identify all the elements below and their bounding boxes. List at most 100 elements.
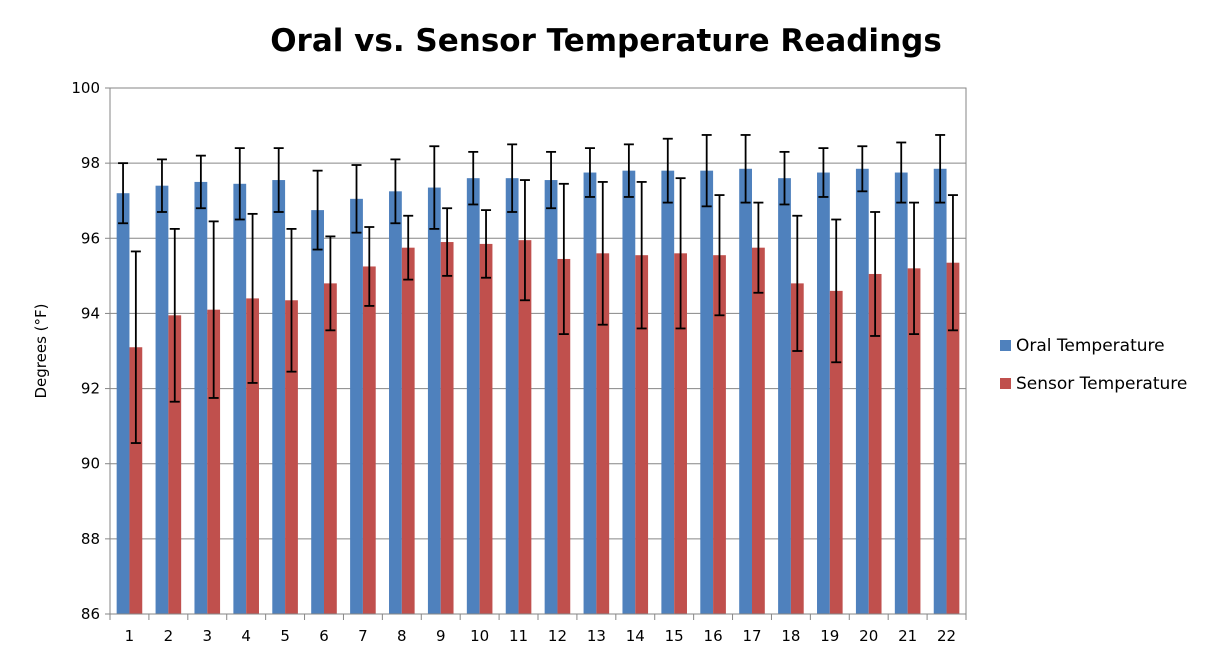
error-bar xyxy=(390,158,401,225)
sensor-temperature-bar xyxy=(207,309,221,614)
sensor-temperature-bar xyxy=(246,298,259,614)
oral-temperature-bar xyxy=(233,183,247,615)
sensor-temperature-bar xyxy=(790,283,804,614)
x-tick-label: 3 xyxy=(202,627,212,645)
error-bar xyxy=(325,235,336,332)
error-bar xyxy=(403,214,414,281)
x-tick-label: 9 xyxy=(436,627,446,645)
x-tick-label: 6 xyxy=(319,627,329,645)
sensor-temperature-bar xyxy=(713,255,726,614)
oral-temperature-bar xyxy=(466,178,480,614)
error-bar xyxy=(169,227,180,403)
x-tick-label: 1 xyxy=(125,627,135,645)
error-bar xyxy=(714,194,725,317)
error-bar xyxy=(753,201,764,294)
error-bar xyxy=(831,218,842,364)
oral-temperature-bar xyxy=(622,170,636,614)
oral-temperature-bar xyxy=(583,172,597,615)
error-bar xyxy=(273,147,284,213)
legend-label: Sensor Temperature xyxy=(1016,374,1187,394)
y-tick-label: 96 xyxy=(81,229,100,247)
error-bar xyxy=(156,158,167,213)
oral-temperature-bar xyxy=(116,193,130,614)
error-bar xyxy=(312,169,323,251)
sensor-temperature-bar xyxy=(946,262,960,614)
oral-temperature-bar xyxy=(544,180,558,615)
error-bar xyxy=(870,211,881,337)
bars xyxy=(116,168,960,615)
error-bar xyxy=(636,181,647,330)
sensor-temperature-bar xyxy=(168,315,182,614)
error-bar xyxy=(195,154,206,210)
error-bars xyxy=(118,134,958,444)
error-bar xyxy=(623,143,634,198)
sensor-temperature-bar xyxy=(674,253,687,615)
sensor-temperature-bar xyxy=(752,247,765,614)
error-bar xyxy=(546,150,557,210)
y-tick-label: 86 xyxy=(81,605,100,623)
x-tick-label: 2 xyxy=(164,627,174,645)
sensor-temperature-bar xyxy=(907,268,921,614)
oral-temperature-bar xyxy=(272,180,286,615)
error-bar xyxy=(935,134,946,204)
oral-temperature-bar xyxy=(894,172,908,615)
oral-temperature-bar xyxy=(700,170,714,614)
y-tick-label: 98 xyxy=(81,154,100,172)
oral-temperature-bar xyxy=(661,170,675,614)
y-tick-label: 92 xyxy=(81,380,100,398)
x-tick-label: 8 xyxy=(397,627,407,645)
x-tick-label: 22 xyxy=(937,627,956,645)
y-tick-label: 100 xyxy=(71,79,100,97)
error-bar xyxy=(208,220,219,399)
error-bar xyxy=(234,147,245,221)
oral-temperature-bar xyxy=(427,187,441,615)
error-bar xyxy=(779,150,790,206)
sensor-temperature-bar xyxy=(129,347,143,614)
sensor-temperature-bar xyxy=(596,253,610,615)
x-tick-label: 19 xyxy=(820,627,839,645)
x-tick-label: 10 xyxy=(470,627,489,645)
error-bar xyxy=(597,181,608,326)
error-bar xyxy=(558,182,569,335)
oral-temperature-bar xyxy=(817,172,830,615)
y-tick-label: 88 xyxy=(81,530,100,548)
x-tick-label: 4 xyxy=(241,627,251,645)
error-bar xyxy=(519,179,530,302)
error-bar xyxy=(662,137,673,204)
oral-temperature-bar xyxy=(350,198,363,615)
oral-temperature-bar xyxy=(311,210,324,614)
error-bar xyxy=(118,162,129,225)
y-axis-label: Degrees (°F) xyxy=(32,303,50,398)
sensor-temperature-bar xyxy=(401,247,415,614)
error-bar xyxy=(364,226,375,307)
sensor-temperature-bar xyxy=(557,258,571,614)
error-bar xyxy=(896,141,907,204)
x-tick-label: 18 xyxy=(781,627,800,645)
sensor-temperature-bar xyxy=(829,290,843,614)
oral-temperature-bar xyxy=(933,168,947,614)
error-bar xyxy=(792,214,803,352)
y-tick-label: 94 xyxy=(81,304,100,322)
error-bar xyxy=(740,134,751,204)
legend: Oral Temperature Sensor Temperature xyxy=(1000,336,1187,394)
error-bar xyxy=(857,145,868,193)
sensor-temperature-bar xyxy=(440,242,454,615)
error-bar xyxy=(481,209,492,279)
sensor-temperature-bar xyxy=(362,266,376,614)
sensor-temperature-bar xyxy=(518,240,532,614)
error-bar xyxy=(429,145,440,230)
sensor-temperature-bar xyxy=(479,243,493,614)
error-bar xyxy=(286,227,297,373)
sensor-temperature-bar xyxy=(635,255,649,614)
x-tick-label: 17 xyxy=(742,627,761,645)
error-bar xyxy=(818,147,829,198)
oral-temperature-bar xyxy=(194,181,208,614)
x-tick-label: 15 xyxy=(665,627,684,645)
error-bar xyxy=(584,147,595,198)
x-tick-label: 12 xyxy=(548,627,567,645)
oral-temperature-bar xyxy=(739,168,752,614)
sensor-temperature-bar xyxy=(868,273,882,614)
x-tick-label: 21 xyxy=(898,627,917,645)
oral-temperature-bar xyxy=(778,178,791,614)
